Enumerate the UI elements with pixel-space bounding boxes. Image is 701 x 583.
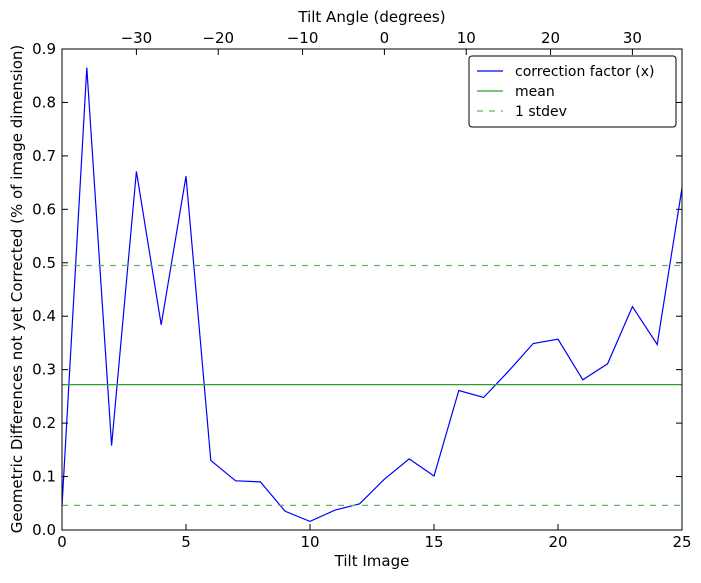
y-tick-label: 0.5 (32, 254, 56, 272)
top-axis-label: Tilt Angle (degrees) (297, 8, 445, 26)
top-x-tick-label: −30 (121, 29, 153, 47)
y-axis-label: Geometric Differences not yet Corrected … (8, 45, 26, 534)
x-tick-label: 0 (57, 533, 67, 551)
plot-area (61, 67, 683, 523)
y-tick-label: 0.8 (32, 93, 56, 111)
y-tick-label: 0.6 (32, 200, 56, 218)
top-x-tick-label: 30 (623, 29, 642, 47)
y-tick-label: 0.3 (32, 361, 56, 379)
legend-label: correction factor (x) (515, 64, 654, 80)
top-x-tick-label: 20 (541, 29, 560, 47)
y-tick-label: 0.9 (32, 40, 56, 58)
y-tick-label: 0.0 (32, 521, 56, 539)
legend-box (468, 55, 677, 128)
y-tick-label: 0.1 (32, 468, 56, 486)
axes-frame (61, 48, 683, 531)
y-tick-label: 0.7 (32, 147, 56, 165)
legend: correction factor (x) mean 1 stdev (468, 55, 677, 128)
axis-ticks: 0 5 10 15 20 25 0.0 0.1 0.2 0.3 0.4 0.5 0.6 0.7 0.8 0.9… (32, 29, 691, 551)
top-x-tick-label: 10 (457, 29, 476, 47)
y-tick-label: 0.4 (32, 307, 56, 325)
x-tick-label: 5 (181, 533, 191, 551)
x-tick-label: 20 (548, 533, 567, 551)
x-tick-label: 10 (300, 533, 319, 551)
series-line-0 (61, 67, 683, 523)
x-tick-label: 25 (672, 533, 691, 551)
legend-label: mean (515, 84, 555, 100)
legend-label: 1 stdev (515, 104, 567, 120)
top-x-tick-label: 0 (380, 29, 390, 47)
x-axis-label: Tilt Image (334, 552, 410, 570)
y-tick-label: 0.2 (32, 414, 56, 432)
top-x-tick-label: −10 (287, 29, 319, 47)
top-x-tick-label: −20 (202, 29, 234, 47)
x-tick-label: 15 (424, 533, 443, 551)
